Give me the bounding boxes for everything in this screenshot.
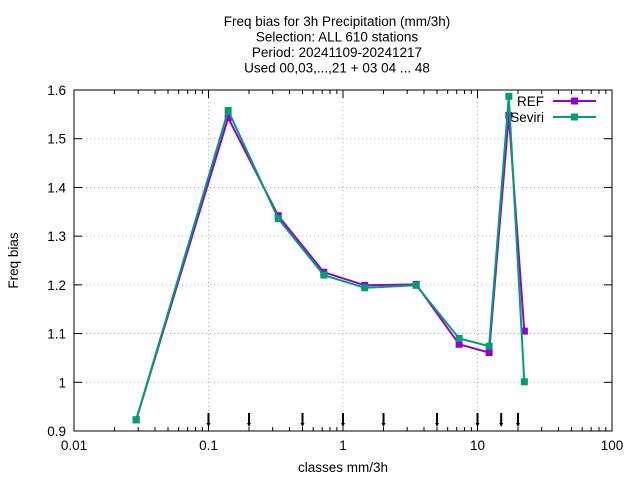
series-seviri [132, 92, 528, 424]
series-line [135, 115, 526, 421]
threshold-marker [499, 413, 504, 427]
series-ref [132, 111, 528, 424]
threshold-marker [300, 413, 305, 427]
y-tick-label: 1.1 [47, 327, 66, 342]
data-point [505, 92, 513, 100]
data-point [320, 271, 328, 279]
legend-item: Seviri [510, 110, 596, 125]
x-tick-label: 100 [601, 438, 624, 453]
data-point [520, 378, 528, 386]
data-point [485, 342, 493, 350]
y-axis-label: Freq bias [6, 232, 21, 289]
threshold-marker [206, 413, 211, 427]
x-axis-label: classes mm/3h [298, 460, 388, 475]
grid-lines [74, 90, 612, 431]
data-series [132, 92, 528, 424]
y-tick-label: 1.6 [47, 83, 66, 98]
x-tick-label: 0.1 [199, 438, 218, 453]
legend-label: REF [517, 94, 544, 109]
data-point [520, 327, 528, 335]
data-point [455, 340, 463, 348]
data-point [132, 416, 140, 424]
y-tick-label: 1.3 [47, 229, 66, 244]
threshold-marker [341, 413, 345, 427]
legend-label: Seviri [510, 110, 544, 125]
legend-swatch-marker [571, 113, 578, 121]
title-line: Freq bias for 3h Precipitation (mm/3h) [224, 14, 451, 29]
threshold-markers [206, 413, 520, 427]
y-tick-label: 1.5 [47, 132, 66, 147]
y-tick-label: 1 [58, 375, 66, 390]
plot-frame [73, 89, 613, 432]
data-point [455, 334, 463, 342]
y-tick-label: 0.9 [47, 424, 66, 439]
y-tick-label: 1.4 [47, 180, 66, 195]
threshold-marker [475, 413, 480, 427]
threshold-marker [381, 413, 386, 427]
threshold-marker [246, 413, 251, 427]
data-point [412, 281, 420, 289]
threshold-marker [515, 413, 520, 427]
title-line: Used 00,03,...,21 + 03 04 ... 48 [244, 61, 430, 76]
x-tick-label: 0.01 [61, 438, 87, 453]
data-point [224, 106, 232, 114]
data-point [274, 215, 282, 223]
data-point [361, 284, 369, 292]
legend-swatch-marker [571, 97, 578, 105]
threshold-marker [435, 413, 440, 427]
x-tick-label: 10 [470, 438, 485, 453]
axis-ticks: 0.01 0.1 1 10 100 0.9 1 1.1 1.2 1.3 1.4 1.5 1.6 [47, 83, 623, 453]
data-point [224, 114, 232, 122]
y-tick-label: 1.2 [47, 278, 66, 293]
title-line: Period: 20241109-20241217 [252, 45, 422, 60]
x-tick-label: 1 [339, 438, 347, 453]
legend-item: REF [517, 94, 596, 109]
title-line: Selection: ALL 610 stations [256, 30, 419, 45]
series-line [135, 96, 526, 421]
chart-title: Freq bias for 3h Precipitation (mm/3h)Se… [224, 14, 451, 76]
data-point [485, 349, 493, 357]
